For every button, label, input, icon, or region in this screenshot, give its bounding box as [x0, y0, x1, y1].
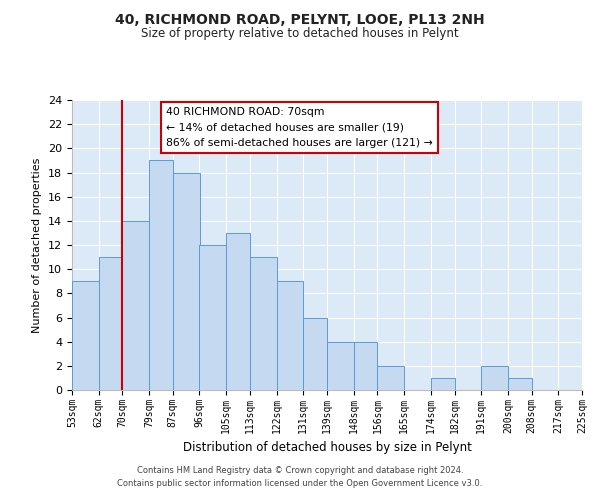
- Y-axis label: Number of detached properties: Number of detached properties: [32, 158, 43, 332]
- Bar: [226, 233, 250, 390]
- Bar: [481, 366, 508, 390]
- Bar: [353, 342, 377, 390]
- Bar: [377, 366, 404, 390]
- Text: 40, RICHMOND ROAD, PELYNT, LOOE, PL13 2NH: 40, RICHMOND ROAD, PELYNT, LOOE, PL13 2N…: [115, 12, 485, 26]
- Bar: [122, 221, 149, 390]
- Bar: [72, 281, 98, 390]
- Bar: [149, 160, 173, 390]
- Text: 40 RICHMOND ROAD: 70sqm
← 14% of detached houses are smaller (19)
86% of semi-de: 40 RICHMOND ROAD: 70sqm ← 14% of detache…: [166, 108, 433, 148]
- Bar: [327, 342, 353, 390]
- Bar: [199, 245, 226, 390]
- Bar: [508, 378, 532, 390]
- X-axis label: Distribution of detached houses by size in Pelynt: Distribution of detached houses by size …: [182, 441, 472, 454]
- Bar: [431, 378, 455, 390]
- Text: Size of property relative to detached houses in Pelynt: Size of property relative to detached ho…: [141, 28, 459, 40]
- Bar: [277, 281, 303, 390]
- Bar: [173, 172, 199, 390]
- Bar: [250, 257, 277, 390]
- Bar: [303, 318, 327, 390]
- Bar: [98, 257, 122, 390]
- Text: Contains HM Land Registry data © Crown copyright and database right 2024.
Contai: Contains HM Land Registry data © Crown c…: [118, 466, 482, 487]
